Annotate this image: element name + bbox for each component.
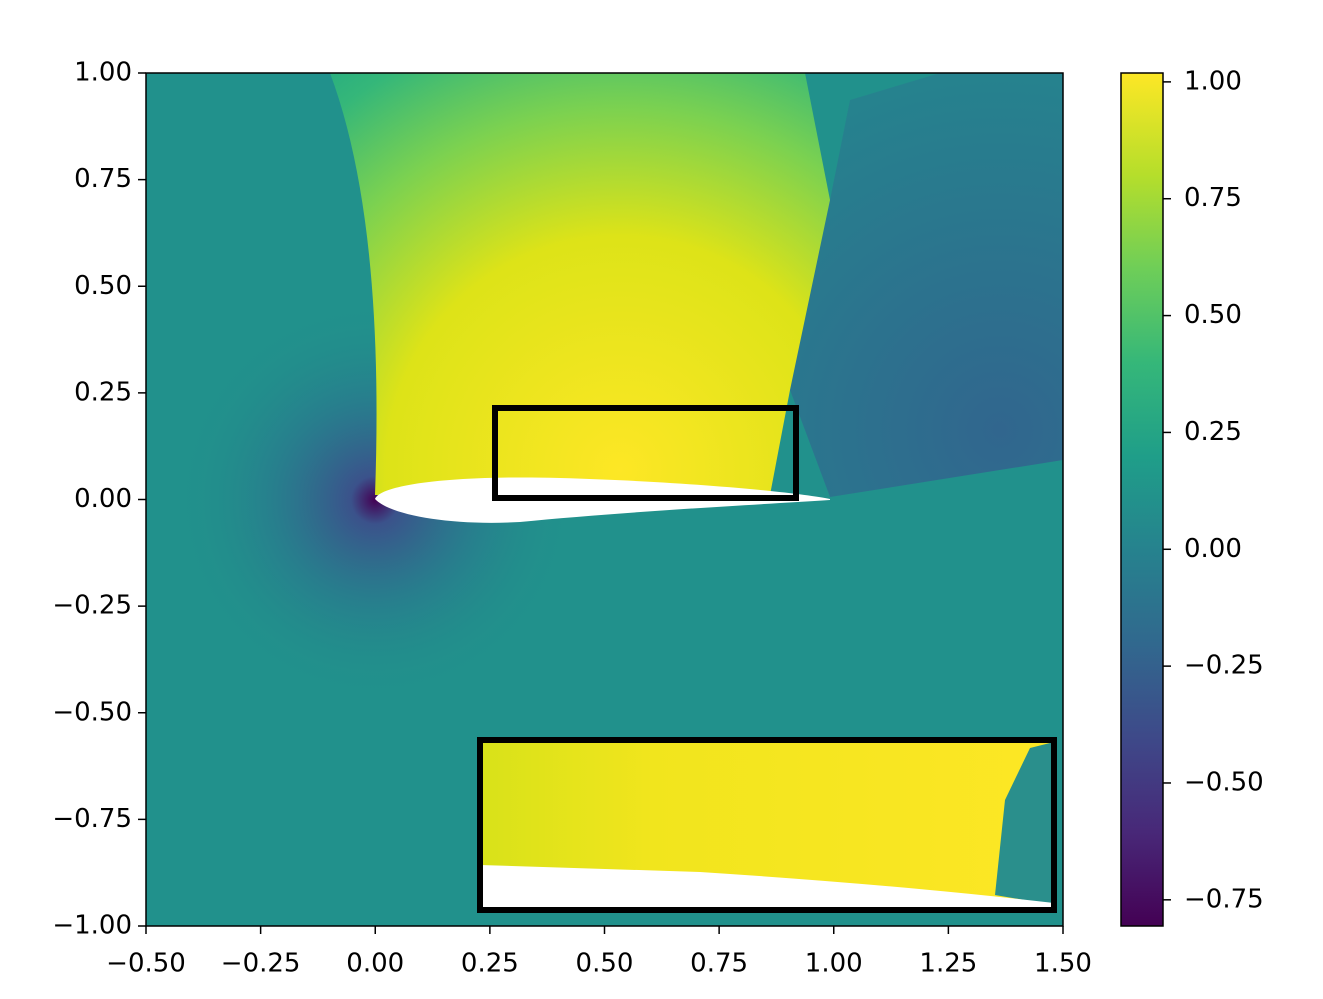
- inset-airfoil: [480, 865, 1054, 910]
- y-tick-label: −0.75: [52, 804, 132, 834]
- x-tick-label: 1.00: [805, 949, 863, 979]
- x-tick-label: 0.50: [576, 949, 634, 979]
- inset: [477, 737, 1057, 913]
- y-tick-label: 0.50: [74, 271, 132, 301]
- zoom-box: [492, 405, 799, 501]
- y-tick-label: 0.75: [74, 164, 132, 194]
- y-tick-label: −0.50: [52, 697, 132, 727]
- x-tick-label: −0.50: [106, 949, 186, 979]
- x-tick-label: 1.50: [1034, 949, 1092, 979]
- colorbar-tick-label: −0.50: [1184, 767, 1264, 797]
- colorbar-tick-label: 0.50: [1184, 300, 1242, 330]
- y-tick-label: −1.00: [52, 911, 132, 941]
- inset-border: [477, 737, 1057, 913]
- x-tick-label: 0.25: [461, 949, 519, 979]
- colorbar-tick-label: −0.75: [1184, 884, 1264, 914]
- y-tick-label: 1.00: [74, 58, 132, 88]
- y-tick-label: 0.00: [74, 484, 132, 514]
- colorbar-tick-label: 1.00: [1184, 66, 1242, 96]
- field-suction: [330, 73, 830, 495]
- field-wake: [790, 73, 1063, 497]
- inset-wake: [995, 742, 1054, 905]
- colorbar-tick-label: −0.25: [1184, 651, 1264, 681]
- x-tick-label: −0.25: [221, 949, 301, 979]
- colorbar-tick-label: 0.25: [1184, 417, 1242, 447]
- y-tick-label: 0.25: [74, 377, 132, 407]
- x-tick-label: 1.25: [919, 949, 977, 979]
- colorbar-tick-label: 0.75: [1184, 183, 1242, 213]
- y-tick-label: −0.25: [52, 591, 132, 621]
- x-tick-label: 0.00: [346, 949, 404, 979]
- colorbar-tick-label: 0.00: [1184, 534, 1242, 564]
- colorbar: [1120, 72, 1164, 927]
- x-tick-label: 0.75: [690, 949, 748, 979]
